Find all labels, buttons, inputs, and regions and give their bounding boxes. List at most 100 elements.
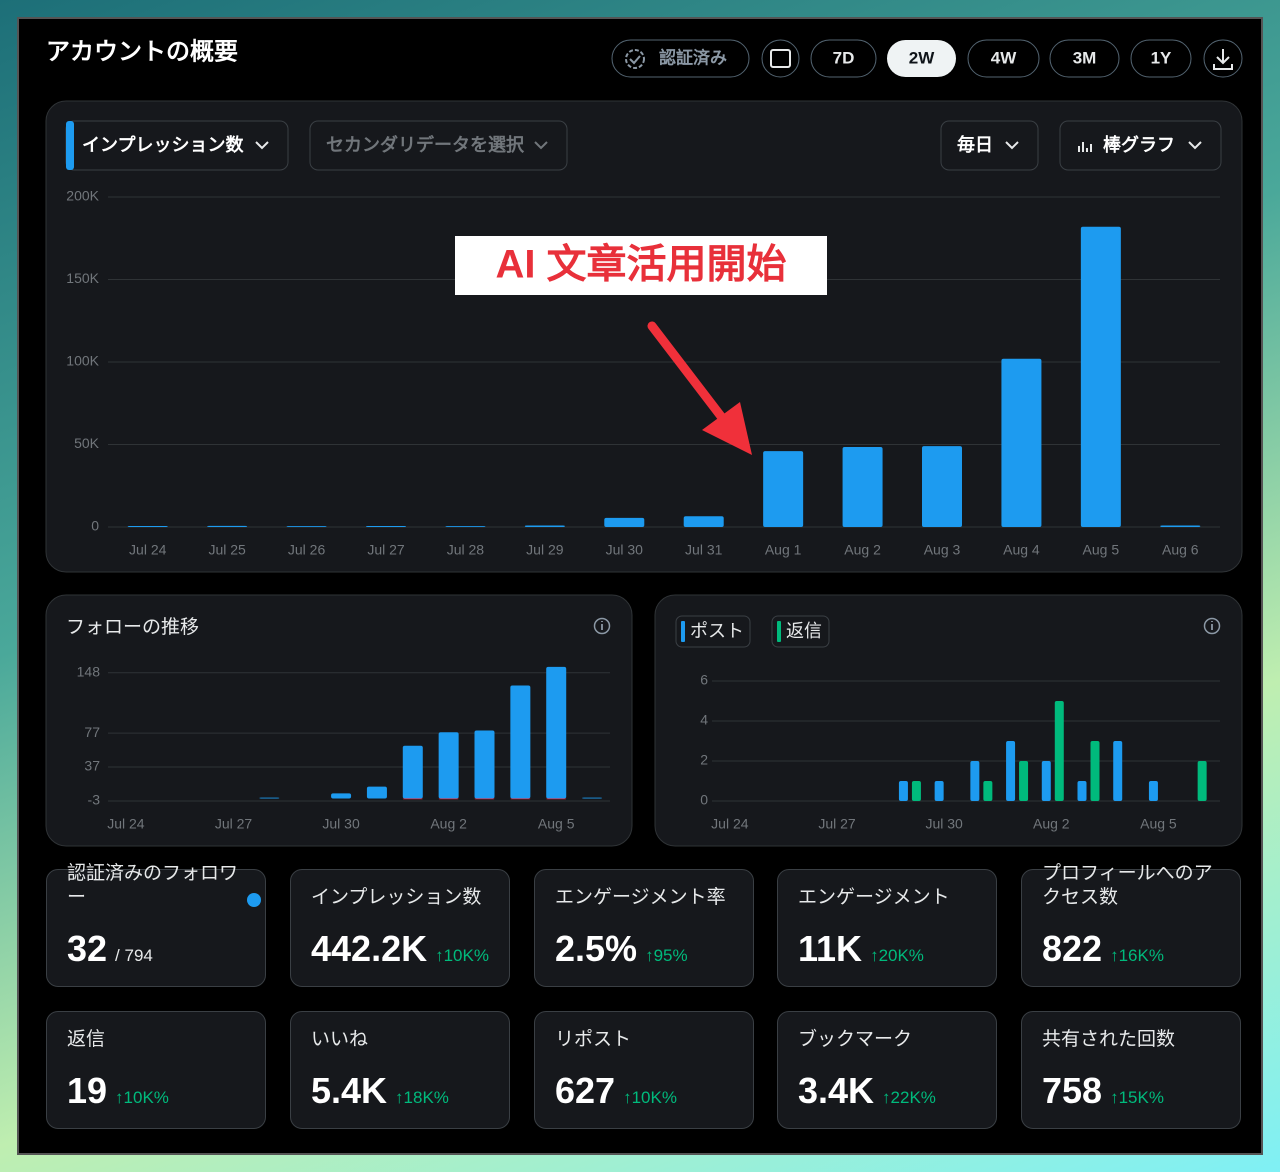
x-tick-label: Aug 6 [1162, 542, 1199, 558]
bar [604, 517, 645, 527]
range-button[interactable] [887, 40, 956, 77]
x-tick-label: Jul 27 [215, 816, 253, 832]
y-tick-label: 2 [700, 752, 708, 768]
range-button[interactable] [967, 39, 1040, 78]
bar [922, 446, 962, 527]
y-tick-label: 4 [700, 712, 708, 728]
interval-dropdown[interactable] [940, 120, 1039, 171]
bar [546, 666, 567, 799]
bar [286, 526, 327, 527]
stat-card: 共有された回数 758 ↑15K% [1021, 1011, 1241, 1129]
stat-change: ↑95% [645, 946, 688, 965]
y-tick-label: 0 [91, 518, 99, 534]
x-tick-label: Jul 29 [526, 542, 564, 558]
stat-card: インプレッション数 442.2K ↑10K% [290, 869, 510, 987]
range-label: 4W [991, 48, 1017, 67]
bar [1160, 525, 1201, 527]
bar [207, 525, 248, 527]
range-label: 1Y [1151, 48, 1172, 67]
annotation-arrow [647, 321, 738, 437]
x-tick-label: Aug 2 [1033, 816, 1070, 832]
x-tick-label: Jul 30 [606, 542, 644, 558]
secondary-dropdown[interactable] [309, 120, 568, 171]
interval-label: 毎日 [957, 134, 993, 155]
bar [1113, 741, 1123, 801]
page-title: アカウントの概要 [46, 38, 238, 65]
arrow-head [702, 402, 752, 455]
y-tick-label: 6 [700, 672, 708, 688]
stat-value: 5.4K [311, 1070, 388, 1111]
bar-icon [1078, 142, 1092, 152]
range-button[interactable] [1130, 39, 1192, 78]
stat-value: 627 [555, 1070, 616, 1111]
y-tick-label: 37 [84, 758, 100, 774]
chart-kind-dropdown[interactable] [1059, 120, 1222, 171]
chevron [534, 141, 548, 150]
x-tick-label: Aug 3 [924, 542, 961, 558]
stat-card: リポスト 627 ↑10K% [534, 1011, 754, 1129]
x-tick-label: Aug 4 [1003, 542, 1040, 558]
stat-change: ↑16K% [1110, 946, 1164, 965]
stat-label: 認証済みのフォロワー [67, 863, 239, 908]
x-tick-label: Jul 26 [288, 542, 326, 558]
stat-change: ↑15K% [1110, 1088, 1164, 1107]
legend-item[interactable] [675, 615, 751, 648]
stat-label: いいね [311, 1029, 369, 1050]
x-tick-label: Aug 2 [430, 816, 467, 832]
bar [366, 786, 387, 799]
stat-card: エンゲージメント 11K ↑20K% [777, 869, 997, 987]
stat-label: インプレッション数 [311, 887, 482, 908]
stat-change: ↑10K% [435, 946, 489, 965]
bar [445, 526, 486, 527]
stat-value: 822 [1042, 928, 1103, 969]
y-tick-label: 50K [74, 435, 100, 451]
stat-value: 2.5% [555, 928, 638, 969]
verified-button[interactable] [611, 39, 750, 78]
bar [402, 745, 423, 799]
stat-label: リポスト [555, 1029, 632, 1050]
stat-value-row: 2.5% ↑95% [555, 928, 688, 970]
stat-change: ↑20K% [870, 946, 924, 965]
bar [582, 797, 603, 799]
secondary-label: セカンダリデータを選択 [326, 134, 525, 155]
x-tick-label: Jul 30 [925, 816, 963, 832]
bar [1197, 761, 1207, 801]
y-tick-label: 77 [84, 724, 100, 740]
stat-value-row: 19 ↑10K% [67, 1070, 169, 1112]
stat-value-row: 3.4K ↑22K% [798, 1070, 936, 1112]
y-tick-label: -3 [88, 792, 101, 808]
range-button[interactable] [810, 39, 877, 78]
bar [474, 730, 495, 799]
stat-value-row: 11K ↑20K% [798, 928, 924, 970]
x-tick-label: Aug 5 [1140, 816, 1177, 832]
verified-badge [247, 893, 261, 907]
bar [934, 781, 944, 801]
stat-card: プロフィールへのアクセス数 822 ↑16K% [1021, 863, 1241, 987]
stat-card: ブックマーク 3.4K ↑22K% [777, 1011, 997, 1129]
x-tick-label: Jul 31 [685, 542, 723, 558]
stat-change: ↑18K% [395, 1088, 449, 1107]
calendar-button[interactable] [761, 39, 800, 78]
chevron [1005, 141, 1019, 150]
x-tick-label: Jul 24 [129, 542, 167, 558]
info-icon [1203, 617, 1221, 635]
legend-item[interactable] [771, 615, 830, 648]
bar [970, 761, 980, 801]
metric-indicator [66, 121, 74, 170]
stat-value-row: 32 / 794 [67, 928, 153, 970]
range-button[interactable] [1049, 39, 1120, 78]
calendar-icon [770, 49, 791, 68]
chart-title: フォローの推移 [66, 616, 199, 638]
stat-change: ↑10K% [623, 1088, 677, 1107]
x-tick-label: Jul 25 [208, 542, 246, 558]
stat-value-row: 5.4K ↑18K% [311, 1070, 449, 1112]
stat-value: 19 [67, 1070, 108, 1111]
bar [1001, 358, 1042, 527]
bar [1077, 781, 1087, 801]
bar [524, 525, 565, 527]
x-tick-label: Jul 30 [322, 816, 360, 832]
stat-value-row: 442.2K ↑10K% [311, 928, 489, 970]
x-tick-label: Jul 27 [367, 542, 405, 558]
stat-change: ↑22K% [882, 1088, 936, 1107]
stat-value-row: 627 ↑10K% [555, 1070, 677, 1112]
